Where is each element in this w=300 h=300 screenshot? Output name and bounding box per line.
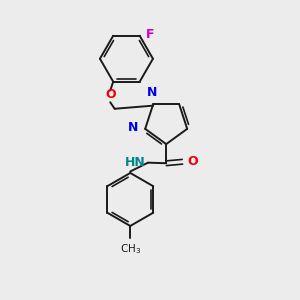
Text: O: O bbox=[188, 155, 198, 168]
Text: HN: HN bbox=[125, 156, 146, 169]
Text: O: O bbox=[105, 88, 116, 101]
Text: N: N bbox=[128, 121, 139, 134]
Text: F: F bbox=[146, 28, 155, 41]
Text: N: N bbox=[147, 86, 157, 99]
Text: CH$_3$: CH$_3$ bbox=[120, 242, 141, 256]
